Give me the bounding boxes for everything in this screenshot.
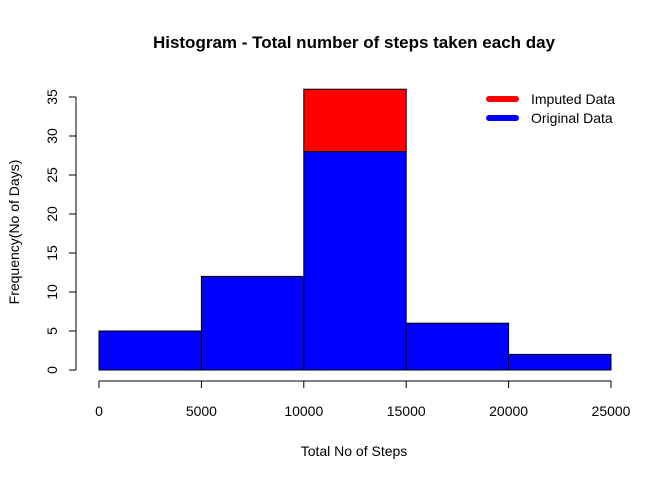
y-tick-label-4: 20 xyxy=(44,206,60,222)
y-tick-label-1: 5 xyxy=(44,327,60,335)
x-tick-label-1: 5000 xyxy=(186,403,217,419)
y-tick-label-6: 30 xyxy=(44,128,60,144)
bar-original-data-bin-3 xyxy=(303,151,407,371)
bar-original-data-bin-2 xyxy=(200,275,305,371)
x-tick-label-0: 0 xyxy=(95,403,103,419)
y-tick-label-7: 35 xyxy=(44,89,60,105)
x-axis-label: Total No of Steps xyxy=(301,443,408,459)
legend-label-original-data: Original Data xyxy=(531,110,613,126)
y-tick-label-2: 10 xyxy=(44,284,60,300)
bar-original-data-bin-1 xyxy=(98,330,202,371)
x-tick-label-2: 10000 xyxy=(284,403,323,419)
y-tick-label-0: 0 xyxy=(44,366,60,374)
x-tick-label-5: 25000 xyxy=(592,403,631,419)
y-tick-label-5: 25 xyxy=(44,167,60,183)
legend: Imputed Data Original Data xyxy=(486,91,615,126)
x-tick-label-3: 15000 xyxy=(387,403,426,419)
bar-imputed-data-bin-3 xyxy=(303,88,407,153)
legend-label-imputed-data: Imputed Data xyxy=(531,91,615,107)
y-axis-label: Frequency(No of Days) xyxy=(6,160,22,305)
x-axis: 0 5000 10000 15000 20000 25000 xyxy=(95,380,631,419)
bar-original-data-bin-5 xyxy=(508,353,612,371)
bar-original-data-bin-4 xyxy=(405,322,510,371)
chart-title: Histogram - Total number of steps taken … xyxy=(153,33,556,52)
y-tick-label-3: 15 xyxy=(44,245,60,261)
y-axis: 0 5 10 15 20 25 30 35 xyxy=(44,89,77,374)
x-tick-label-4: 20000 xyxy=(489,403,528,419)
bars-group xyxy=(98,88,612,371)
